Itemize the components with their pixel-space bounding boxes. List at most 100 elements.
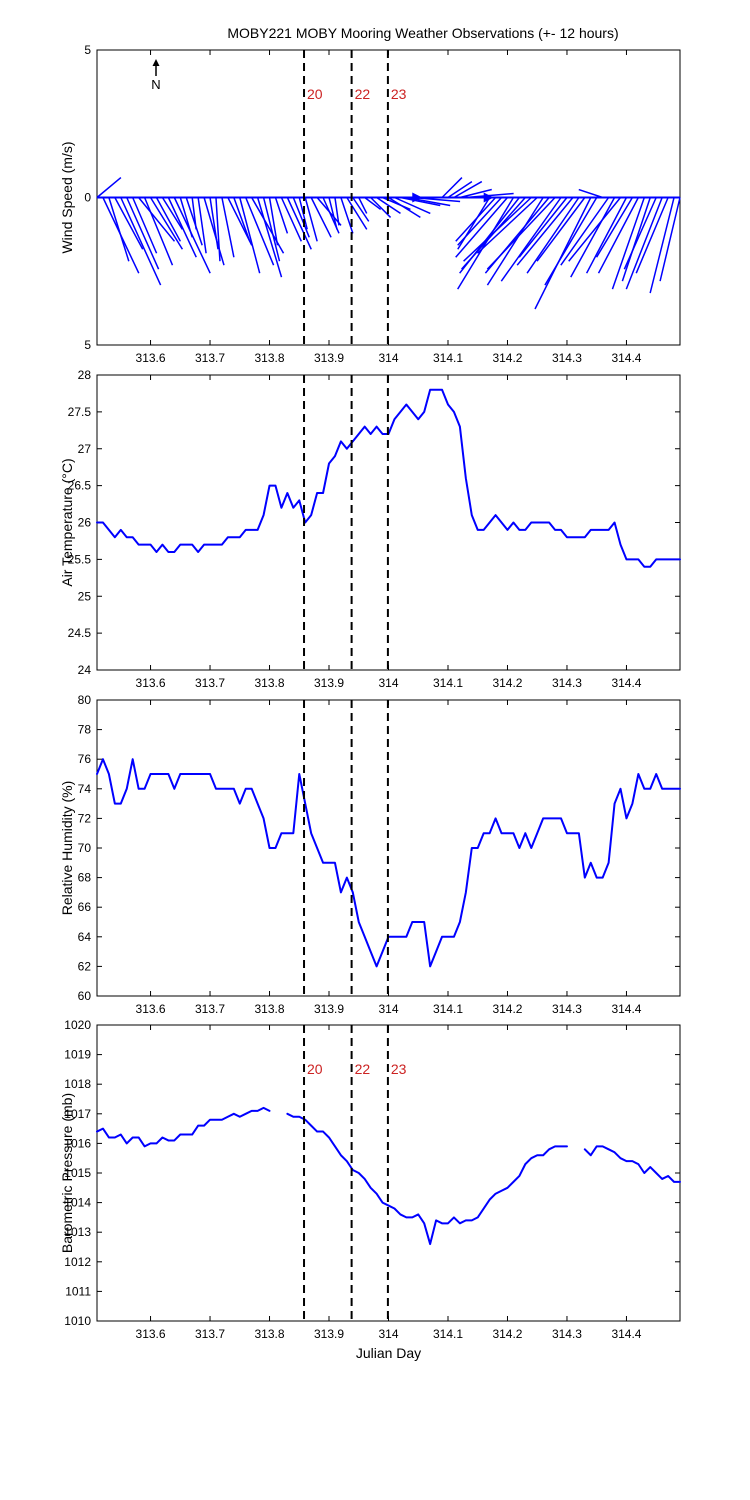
pressure-xtick-label: 314.2 xyxy=(492,1327,522,1341)
humidity-ytick-label: 66 xyxy=(78,900,92,914)
air-temp-xtick-label: 313.9 xyxy=(314,676,344,690)
pressure-xtick-label: 314.1 xyxy=(433,1327,463,1341)
pressure-ytick-label: 1020 xyxy=(64,1018,91,1032)
wind-stick xyxy=(500,197,562,282)
pressure-ytick-label: 1012 xyxy=(64,1255,91,1269)
wind-stick xyxy=(611,197,646,290)
pressure-ytick-label: 1010 xyxy=(64,1314,91,1328)
wind-ylabel: Wind Speed (m/s) xyxy=(59,141,75,253)
wind-stick xyxy=(447,180,473,199)
wind-stick xyxy=(143,197,174,266)
humidity-xtick-label: 314 xyxy=(378,1002,398,1016)
pressure-xlabel: Julian Day xyxy=(356,1345,421,1361)
wind-stick xyxy=(536,197,586,262)
wind-stick xyxy=(149,197,184,250)
figure-title: MOBY221 MOBY Mooring Weather Observation… xyxy=(227,25,618,41)
pressure-ytick-label: 1013 xyxy=(64,1225,91,1239)
wind-stick xyxy=(274,197,289,234)
pressure-ytick-label: 1017 xyxy=(64,1107,91,1121)
pressure-series-line xyxy=(96,1106,681,1246)
wind-stick xyxy=(138,197,176,242)
wind-stick xyxy=(625,197,663,290)
air-temp-xtick-label: 314 xyxy=(378,676,398,690)
pressure-ytick-label: 1018 xyxy=(64,1077,91,1091)
humidity-xtick-label: 313.9 xyxy=(314,1002,344,1016)
event-label: 22 xyxy=(355,1061,371,1077)
wind-xtick-label: 314.4 xyxy=(611,351,641,365)
humidity-ytick-label: 68 xyxy=(78,871,92,885)
pressure-xtick-label: 313.8 xyxy=(255,1327,285,1341)
air-temp-xtick-label: 313.6 xyxy=(136,676,166,690)
pressure-ytick-label: 1015 xyxy=(64,1166,91,1180)
pressure-ytick-label: 1019 xyxy=(64,1048,91,1062)
humidity-xtick-label: 314.3 xyxy=(552,1002,582,1016)
wind-stick xyxy=(245,197,275,266)
pressure-ytick-label: 1011 xyxy=(65,1284,91,1298)
air-temp-ytick-label: 26 xyxy=(78,516,92,530)
wind-stick xyxy=(328,197,338,230)
wind-stick xyxy=(453,180,483,199)
wind-stick xyxy=(516,197,574,266)
panels: 313.6 313.7 313.8 313.9 314 314.1 314.2 314.3 31… xyxy=(59,43,681,1361)
wind-stick xyxy=(441,177,463,199)
wind-stick xyxy=(376,196,401,215)
wind-stick xyxy=(167,197,197,258)
wind-stick xyxy=(120,197,162,286)
wind-stick xyxy=(578,188,603,199)
north-arrow-icon: N xyxy=(151,59,161,92)
wind-stick xyxy=(534,197,592,310)
pressure-xtick-label: 313.6 xyxy=(136,1327,166,1341)
pressure-xtick-label: 313.7 xyxy=(195,1327,225,1341)
wind-xtick-label: 314.3 xyxy=(552,351,582,365)
air-temp-xtick-label: 314.4 xyxy=(611,676,641,690)
air-temp-xtick-label: 314.2 xyxy=(492,676,522,690)
wind-stick xyxy=(568,197,622,262)
wind-stick xyxy=(251,197,285,254)
wind-stick xyxy=(268,197,279,246)
air-temp-ytick-label: 25 xyxy=(78,589,92,603)
wind-stick xyxy=(486,196,556,270)
wind-stick xyxy=(96,177,122,199)
wind-stick xyxy=(560,197,610,266)
pressure-xtick-label: 313.9 xyxy=(314,1327,344,1341)
air-temp-xtick-label: 313.7 xyxy=(195,676,225,690)
wind-stick xyxy=(114,197,144,250)
air-temp-xtick-label: 314.1 xyxy=(433,676,463,690)
wind-stick xyxy=(518,197,568,258)
wind-stick xyxy=(280,197,303,242)
wind-stick xyxy=(476,196,538,254)
wind-stick xyxy=(126,197,160,270)
wind-stick xyxy=(486,197,544,286)
wind-stick xyxy=(209,197,219,250)
wind-stick xyxy=(455,196,497,242)
humidity-ytick-label: 78 xyxy=(78,723,92,737)
wind-stick xyxy=(286,197,312,250)
wind-stick xyxy=(262,197,281,262)
humidity-xtick-label: 314.4 xyxy=(611,1002,641,1016)
wind-arrowhead xyxy=(483,192,494,203)
wind-stick xyxy=(526,197,580,274)
wind-stick xyxy=(621,197,651,282)
wind-stick xyxy=(635,197,669,274)
air-temp-panel: 313.6 313.7 313.8 313.9 314 314.1 314.2 314.3 31… xyxy=(59,368,681,690)
wind-ytick-label: 5 xyxy=(84,338,91,352)
humidity-ytick-label: 62 xyxy=(78,959,92,973)
event-label: 20 xyxy=(307,1061,323,1077)
air-temp-ytick-label: 27.5 xyxy=(68,405,92,419)
wind-arrowhead xyxy=(412,192,423,203)
humidity-ytick-label: 72 xyxy=(78,811,92,825)
wind-stick xyxy=(659,197,681,282)
wind-stick xyxy=(233,197,251,242)
humidity-ytick-label: 70 xyxy=(78,841,92,855)
wind-stick xyxy=(310,197,332,238)
humidity-xtick-label: 313.6 xyxy=(136,1002,166,1016)
wind-xtick-label: 313.6 xyxy=(136,351,166,365)
wind-stick xyxy=(155,197,182,242)
wind-stick xyxy=(457,196,503,246)
air-temp-ytick-label: 26.5 xyxy=(68,479,92,493)
pressure-ytick-label: 1016 xyxy=(64,1136,91,1150)
wind-stick xyxy=(179,197,193,238)
wind-stick xyxy=(340,197,354,234)
humidity-ytick-label: 60 xyxy=(78,989,92,1003)
air-temp-xtick-label: 314.3 xyxy=(552,676,582,690)
